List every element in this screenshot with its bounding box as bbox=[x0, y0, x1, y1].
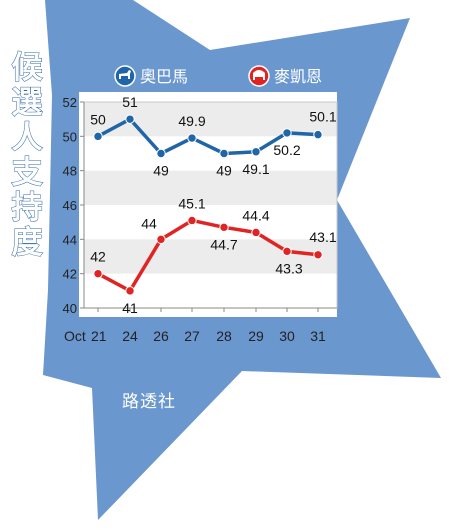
series-line-0 bbox=[97, 117, 319, 156]
x-tick-label: 26 bbox=[153, 328, 169, 344]
x-tick-label: 21 bbox=[91, 328, 107, 344]
x-axis-prefix: Oct bbox=[64, 328, 86, 344]
y-tick-label: 48 bbox=[63, 164, 77, 179]
source-credit: 路透社 bbox=[122, 392, 176, 412]
series-lines bbox=[97, 117, 319, 293]
data-label: 49 bbox=[216, 163, 232, 179]
data-label: 50 bbox=[90, 111, 106, 127]
data-label: 44 bbox=[141, 215, 157, 231]
data-point bbox=[93, 131, 103, 142]
data-point bbox=[313, 129, 323, 140]
grid-band bbox=[84, 170, 337, 205]
y-axis: 40 42 44 46 48 50 52 bbox=[63, 95, 85, 316]
grid-bands bbox=[84, 102, 337, 274]
data-point bbox=[156, 234, 166, 245]
chart-title-char: 人 bbox=[12, 120, 43, 156]
data-label: 44.4 bbox=[242, 207, 269, 223]
legend-item-mccain: 麥凱恩 bbox=[248, 65, 322, 87]
chart-title-char: 選 bbox=[12, 85, 43, 121]
chart-title-char: 支 bbox=[12, 155, 43, 191]
x-tick-label: 27 bbox=[184, 328, 200, 344]
y-tick-label: 44 bbox=[63, 232, 77, 247]
y-tick-label: 42 bbox=[63, 267, 77, 282]
data-label: 44.7 bbox=[210, 236, 237, 252]
data-point bbox=[219, 148, 229, 159]
x-tick-label: 30 bbox=[279, 328, 295, 344]
data-point bbox=[251, 227, 261, 238]
data-label: 42 bbox=[90, 249, 106, 265]
data-labels: 50 51 49 49.9 49 49.150.2 50.1 42 41 44 45.1 44.7 44… bbox=[90, 94, 337, 316]
y-tick-label: 40 bbox=[63, 301, 77, 316]
data-point bbox=[125, 286, 135, 296]
data-point bbox=[187, 215, 197, 226]
y-tick-label: 50 bbox=[63, 129, 77, 144]
data-label: 41 bbox=[122, 300, 138, 316]
series-points bbox=[93, 114, 323, 296]
data-point bbox=[282, 246, 292, 257]
data-label: 43.3 bbox=[275, 260, 302, 276]
data-label: 50.2 bbox=[273, 142, 300, 158]
x-tick-label: 28 bbox=[216, 328, 232, 344]
y-tick-label: 52 bbox=[63, 95, 77, 110]
elephant-icon-shape bbox=[253, 70, 265, 80]
x-tick-label: 31 bbox=[310, 328, 326, 344]
chart-title-char: 度 bbox=[12, 225, 43, 261]
data-label: 43.1 bbox=[309, 229, 336, 245]
data-point bbox=[313, 250, 323, 260]
data-point bbox=[125, 114, 135, 124]
data-label: 49.1 bbox=[242, 161, 269, 177]
data-label: 50.1 bbox=[309, 109, 336, 125]
legend: 奧巴馬 麥凱恩 bbox=[114, 65, 322, 87]
legend-label-obama: 奧巴馬 bbox=[140, 67, 188, 86]
data-label: 49 bbox=[153, 163, 169, 179]
data-point bbox=[156, 148, 166, 159]
grid-band bbox=[84, 239, 337, 274]
data-point bbox=[251, 147, 261, 157]
x-tick-label: 29 bbox=[248, 328, 264, 344]
data-label: 45.1 bbox=[178, 195, 205, 211]
y-tick-label: 46 bbox=[63, 198, 77, 213]
series-line-1 bbox=[97, 218, 319, 293]
data-point bbox=[187, 133, 197, 143]
legend-label-mccain: 麥凱恩 bbox=[274, 67, 322, 86]
data-point bbox=[282, 128, 292, 138]
chart-title-char: 持 bbox=[12, 190, 43, 226]
data-label: 49.9 bbox=[178, 113, 205, 129]
x-axis: Oct 21 24 26 27 28 29 30 31 bbox=[64, 307, 337, 344]
x-tick-label: 24 bbox=[122, 328, 138, 344]
data-point bbox=[219, 222, 229, 233]
chart-title-char: 候 bbox=[12, 50, 44, 86]
legend-item-obama: 奧巴馬 bbox=[114, 65, 188, 87]
data-point bbox=[93, 268, 103, 279]
donkey-icon-shape bbox=[119, 70, 131, 79]
data-label: 51 bbox=[122, 94, 138, 110]
